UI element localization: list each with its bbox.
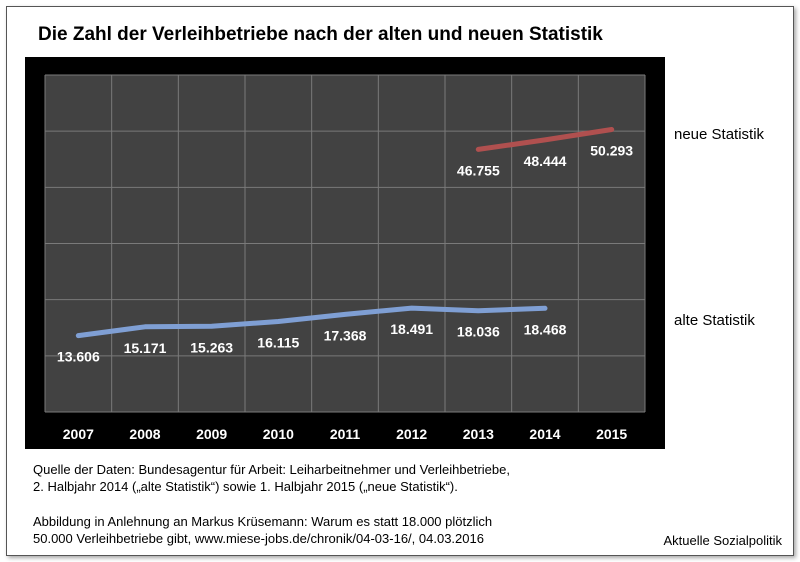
data-label: 18.468	[524, 321, 567, 337]
x-tick-label: 2010	[263, 426, 294, 442]
x-tick-label: 2014	[529, 426, 560, 442]
x-tick-label: 2013	[463, 426, 494, 442]
chart-title: Die Zahl der Verleihbetriebe nach der al…	[38, 24, 603, 45]
data-label: 46.755	[457, 162, 500, 178]
line-chart: 2007 2008 2009 2010 2011 2012 2013 2014 2015 13.6…	[44, 74, 646, 442]
data-label: 50.293	[590, 143, 633, 159]
x-tick-label: 2007	[63, 426, 94, 442]
data-label: 17.368	[324, 327, 367, 343]
x-tick-label: 2008	[129, 426, 160, 442]
x-tick-label: 2011	[330, 426, 361, 442]
source-line-3: Abbildung in Anlehnung an Markus Krüsema…	[33, 514, 493, 529]
data-label: 16.115	[257, 334, 299, 350]
chart-area: 2007 2008 2009 2010 2011 2012 2013 2014 2015 13.6…	[25, 57, 665, 449]
data-label: 15.171	[124, 340, 167, 356]
data-label: 48.444	[524, 153, 567, 169]
x-tick-label: 2015	[596, 426, 627, 442]
source-line-4: 50.000 Verleihbetriebe gibt, www.miese-j…	[33, 531, 484, 546]
data-label: 18.491	[390, 321, 433, 337]
data-label: 18.036	[457, 324, 500, 340]
x-tick-label: 2009	[196, 426, 227, 442]
data-label: 13.606	[57, 349, 100, 365]
series-line-neue-statistik	[475, 127, 615, 152]
legend-neue-statistik: neue Statistik	[674, 126, 765, 143]
data-label: 15.263	[190, 339, 233, 355]
series-line-alte-statistik	[75, 305, 548, 339]
source-line-2: 2. Halbjahr 2014 („alte Statistik“) sowi…	[33, 479, 458, 494]
legend-alte-statistik: alte Statistik	[674, 312, 755, 329]
brand-label: Aktuelle Sozialpolitik	[663, 533, 782, 548]
source-line-1: Quelle der Daten: Bundesagentur für Arbe…	[33, 462, 510, 477]
x-tick-label: 2012	[396, 426, 427, 442]
